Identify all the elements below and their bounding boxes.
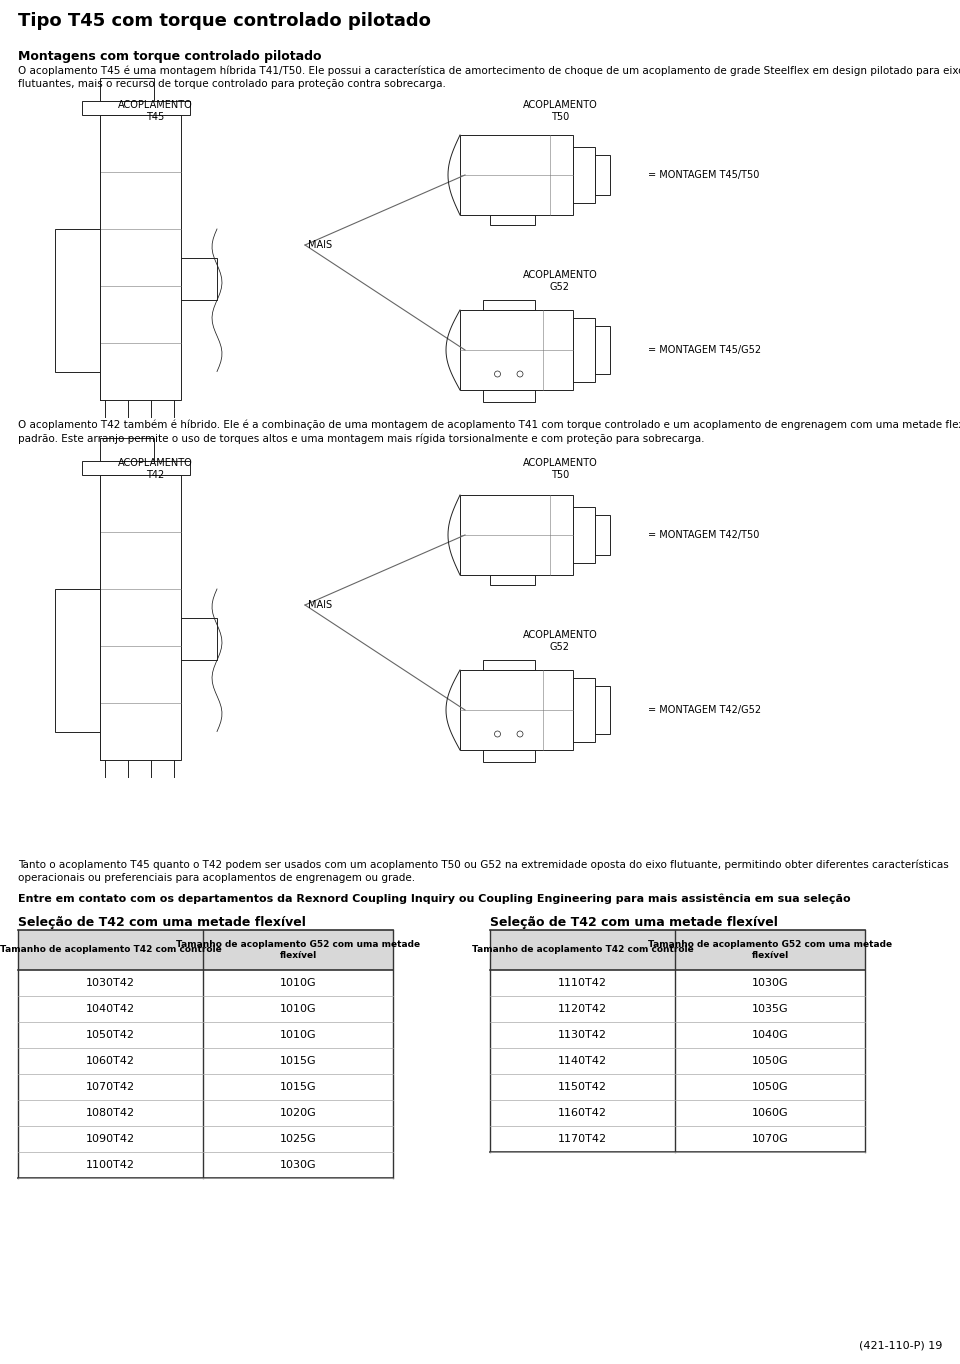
Text: ACOPLAMENTO
G52: ACOPLAMENTO G52: [522, 270, 597, 292]
Bar: [595, 686, 610, 734]
Text: = MONTAGEM T42/T50: = MONTAGEM T42/T50: [648, 531, 759, 540]
Text: 1110T42: 1110T42: [558, 978, 607, 988]
Text: 1060T42: 1060T42: [86, 1056, 135, 1067]
Text: = MONTAGEM T42/G52: = MONTAGEM T42/G52: [648, 705, 761, 715]
Text: 1160T42: 1160T42: [558, 1108, 607, 1118]
Bar: [572, 147, 595, 203]
Bar: [55, 589, 100, 731]
Text: 1150T42: 1150T42: [558, 1082, 607, 1093]
Text: Tamanho de acoplamento T42 com controle: Tamanho de acoplamento T42 com controle: [471, 945, 693, 955]
Bar: [483, 660, 535, 670]
Text: operacionais ou preferenciais para acoplamentos de engrenagem ou grade.: operacionais ou preferenciais para acopl…: [18, 873, 415, 883]
Text: 1040G: 1040G: [752, 1030, 788, 1039]
Text: ACOPLAMENTO
T45: ACOPLAMENTO T45: [118, 100, 192, 121]
Text: 1170T42: 1170T42: [558, 1133, 607, 1144]
Bar: [595, 516, 610, 555]
Text: O acoplamento T45 é uma montagem híbrida T41/T50. Ele possui a característica de: O acoplamento T45 é uma montagem híbrida…: [18, 65, 960, 76]
Text: 1080T42: 1080T42: [86, 1108, 135, 1118]
Text: 1060G: 1060G: [752, 1108, 788, 1118]
Bar: [460, 310, 572, 390]
Bar: [595, 155, 610, 195]
Bar: [483, 300, 535, 310]
Text: MAIS: MAIS: [308, 600, 332, 610]
Text: 1130T42: 1130T42: [558, 1030, 607, 1039]
Bar: [572, 318, 595, 382]
Text: = MONTAGEM T45/G52: = MONTAGEM T45/G52: [648, 345, 761, 355]
Text: 1030G: 1030G: [752, 978, 788, 988]
Bar: [483, 390, 535, 402]
Text: 1050T42: 1050T42: [86, 1030, 135, 1039]
Bar: [82, 461, 190, 475]
Text: 1040T42: 1040T42: [86, 1004, 135, 1013]
Text: 1030T42: 1030T42: [86, 978, 135, 988]
Bar: [460, 495, 572, 576]
Text: padrão. Este arranjo permite o uso de torques altos e uma montagem mais rígida t: padrão. Este arranjo permite o uso de to…: [18, 432, 705, 443]
Bar: [490, 576, 535, 585]
Bar: [100, 115, 181, 400]
Text: Tipo T45 com torque controlado pilotado: Tipo T45 com torque controlado pilotado: [18, 12, 431, 30]
Text: 1010G: 1010G: [279, 978, 316, 988]
Bar: [100, 475, 181, 760]
Text: 1050G: 1050G: [752, 1082, 788, 1093]
Text: flutuantes, mais o recurso de torque controlado para proteção contra sobrecarga.: flutuantes, mais o recurso de torque con…: [18, 79, 445, 89]
Text: Tanto o acoplamento T45 quanto o T42 podem ser usados com um acoplamento T50 ou : Tanto o acoplamento T45 quanto o T42 pod…: [18, 859, 948, 870]
Text: Entre em contato com os departamentos da Rexnord Coupling Inquiry ou Coupling En: Entre em contato com os departamentos da…: [18, 893, 851, 903]
Bar: [572, 507, 595, 563]
Text: Tamanho de acoplamento T42 com controle: Tamanho de acoplamento T42 com controle: [0, 945, 222, 955]
Bar: [181, 618, 217, 660]
Text: (421-110-P) 19: (421-110-P) 19: [858, 1339, 942, 1350]
Text: 1010G: 1010G: [279, 1030, 316, 1039]
Text: ACOPLAMENTO
T50: ACOPLAMENTO T50: [522, 458, 597, 480]
Text: 1020G: 1020G: [279, 1108, 317, 1118]
Text: 1030G: 1030G: [279, 1159, 316, 1170]
Bar: [100, 438, 154, 461]
Text: ACOPLAMENTO
T50: ACOPLAMENTO T50: [522, 100, 597, 121]
Text: 1140T42: 1140T42: [558, 1056, 607, 1067]
Bar: [460, 670, 572, 750]
Bar: [490, 930, 865, 970]
Text: Tamanho de acoplamento G52 com uma metade
flexível: Tamanho de acoplamento G52 com uma metad…: [648, 940, 892, 960]
Bar: [100, 78, 154, 101]
Bar: [55, 229, 100, 371]
Text: O acoplamento T42 também é híbrido. Ele é a combinação de uma montagem de acopla: O acoplamento T42 também é híbrido. Ele …: [18, 420, 960, 431]
Text: 1070G: 1070G: [752, 1133, 788, 1144]
Text: 1015G: 1015G: [279, 1056, 316, 1067]
Text: 1015G: 1015G: [279, 1082, 316, 1093]
Bar: [490, 216, 535, 225]
Text: 1100T42: 1100T42: [86, 1159, 135, 1170]
Text: ACOPLAMENTO
T42: ACOPLAMENTO T42: [118, 458, 192, 480]
Bar: [595, 326, 610, 374]
Text: 1070T42: 1070T42: [86, 1082, 135, 1093]
Text: Seleção de T42 com uma metade flexível: Seleção de T42 com uma metade flexível: [490, 917, 778, 929]
Text: MAIS: MAIS: [308, 240, 332, 250]
Text: 1050G: 1050G: [752, 1056, 788, 1067]
Text: = MONTAGEM T45/T50: = MONTAGEM T45/T50: [648, 170, 759, 180]
Bar: [18, 930, 393, 970]
Text: 1025G: 1025G: [279, 1133, 317, 1144]
Text: Tamanho de acoplamento G52 com uma metade
flexível: Tamanho de acoplamento G52 com uma metad…: [176, 940, 420, 960]
Bar: [460, 135, 572, 216]
Bar: [572, 678, 595, 742]
Bar: [82, 101, 190, 115]
Text: Montagens com torque controlado pilotado: Montagens com torque controlado pilotado: [18, 50, 322, 63]
Text: 1120T42: 1120T42: [558, 1004, 607, 1013]
Text: Seleção de T42 com uma metade flexível: Seleção de T42 com uma metade flexível: [18, 917, 306, 929]
Text: 1090T42: 1090T42: [86, 1133, 135, 1144]
Text: ACOPLAMENTO
G52: ACOPLAMENTO G52: [522, 630, 597, 652]
Bar: [181, 258, 217, 300]
Bar: [483, 750, 535, 762]
Text: 1010G: 1010G: [279, 1004, 316, 1013]
Text: 1035G: 1035G: [752, 1004, 788, 1013]
